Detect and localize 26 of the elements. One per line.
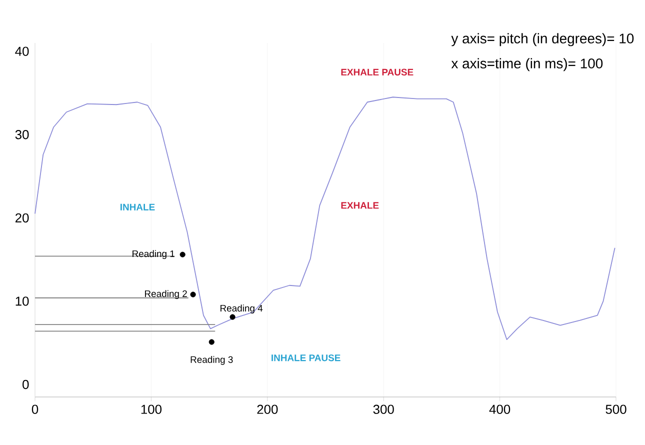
annotation: EXHALE PAUSE — [341, 68, 414, 76]
x-tick-label: 300 — [373, 404, 394, 414]
annotation: x axis=time (in ms)= 100 — [451, 58, 603, 72]
annotation: Reading 3 — [190, 356, 233, 365]
x-tick-label: 500 — [606, 404, 626, 414]
x-tick-label: 400 — [489, 404, 510, 414]
x-tick-label: 100 — [141, 404, 162, 414]
annotation: INHALE PAUSE — [272, 354, 340, 362]
line-series — [34, 96, 616, 340]
annotation: Reading 1 — [132, 250, 174, 259]
annotation: INHALE — [120, 204, 155, 210]
point — [180, 252, 186, 258]
y-tick-label: 20 — [15, 213, 29, 222]
point — [230, 314, 236, 320]
x-tick-label: 200 — [257, 404, 278, 414]
y-tick-label: 0 — [22, 380, 29, 390]
point — [208, 339, 214, 345]
x-tick-label: 0 — [32, 404, 38, 414]
y-tick-label: 30 — [15, 130, 29, 140]
annotation: EXHALE — [341, 202, 379, 209]
y-tick-label: 10 — [16, 296, 29, 306]
annotation: y axis= pitch (in degrees)= 10 — [451, 33, 634, 46]
annotation: Reading 4 — [220, 304, 263, 314]
y-tick-label: 40 — [15, 46, 29, 56]
annotation: Reading 2 — [145, 290, 187, 299]
point — [190, 292, 196, 298]
